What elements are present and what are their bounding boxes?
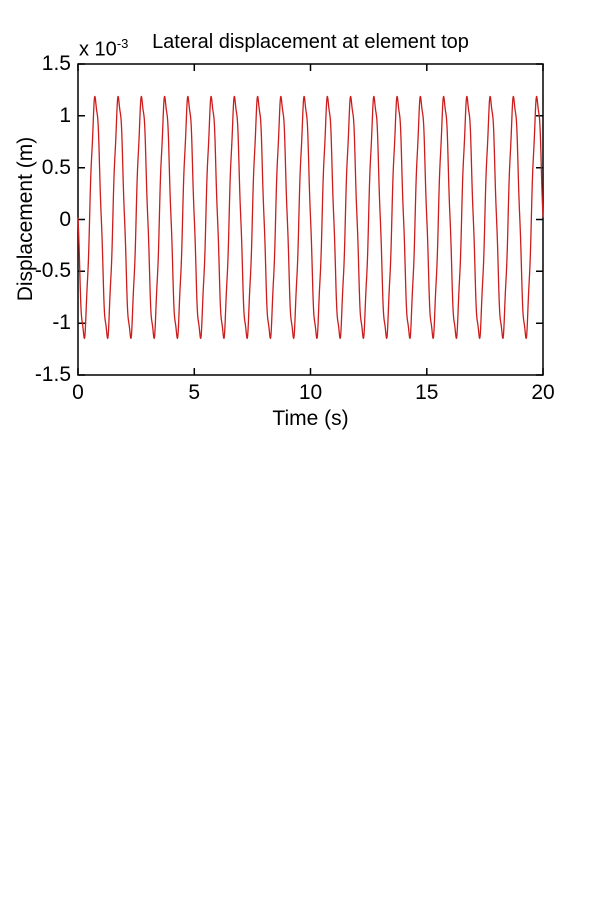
y-tick-label: -1	[52, 311, 71, 335]
x-tick-label: 15	[415, 381, 439, 404]
y-axis-label: Displacement (m)	[14, 136, 37, 302]
x-tick-label: 0	[72, 381, 84, 404]
x-tick-label: 5	[188, 381, 201, 404]
y-tick-label: 0	[59, 207, 71, 231]
y-tick-label: -1.5	[34, 363, 71, 386]
y-tick-label: 0.5	[41, 155, 71, 179]
displacement-waveform-line	[77, 95, 544, 340]
y-axis-exponent-base: x 10	[79, 38, 117, 61]
plot-area	[77, 63, 544, 376]
y-axis-exponent-label: x 10-3	[79, 36, 128, 62]
x-tick-label: 10	[298, 381, 323, 404]
y-axis-exponent-power: -3	[116, 36, 129, 51]
y-tick-label: 1	[59, 103, 71, 127]
y-tick-label: 1.5	[41, 52, 71, 75]
y-tick-label: -0.5	[34, 259, 71, 283]
chart-title: Lateral displacement at element top	[152, 31, 469, 53]
x-tick-label: 20	[531, 381, 555, 404]
x-axis-label: Time (s)	[272, 407, 349, 430]
